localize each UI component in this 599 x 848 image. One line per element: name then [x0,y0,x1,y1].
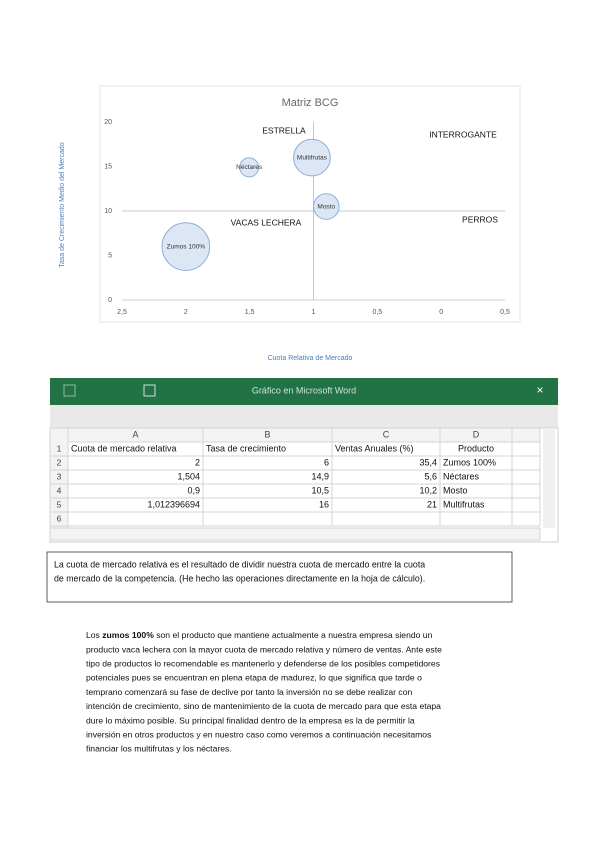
bubble [312,193,340,220]
y-tick-label: 15 [104,163,112,170]
cell: 10,5 [311,485,329,495]
row-number: 5 [57,499,62,509]
close-button[interactable]: × [536,383,543,397]
column-header: B [264,429,270,439]
cell: 21 [427,499,437,509]
y-tick-label: 0 [108,297,112,304]
paragraph-span: Los [86,630,102,640]
paragraph-line: dure lo máximo posible. Su principal fin… [86,715,415,725]
ribbon [50,405,558,428]
y-tick-label: 20 [104,119,112,126]
paragraph-line: financiar los multifrutas y los néctares… [86,744,232,754]
paragraph-line: temprano comenzará su fase de declive po… [86,687,412,697]
cell: Néctares [443,471,480,481]
cell: 2 [195,457,200,467]
paragraph-line: Los zumos 100% son el producto que manti… [86,630,433,640]
paragraph-line: potenciales pues se encuentran en plena … [86,673,422,683]
cell: Ventas Anuales (%) [335,443,414,453]
x-axis-title: Cuota Relativa de Mercado [268,355,353,362]
scrollbar[interactable] [543,428,555,528]
row-number: 3 [57,471,62,481]
bubble [293,138,331,177]
column-header: D [473,429,480,439]
bubble [239,157,260,178]
row-number: 6 [57,513,62,523]
chart-frame [99,85,521,323]
paragraph-line: producto vaca lechera con la mayor cuota… [86,644,442,654]
bubble-label: Multifrutas [297,154,328,161]
bubble-label: Zumos 100% [167,243,206,250]
chart-title: Matriz BCG [282,97,339,109]
sheet [49,427,559,543]
column-header: A [132,429,138,439]
quadrant-label: INTERROGANTE [429,129,497,139]
paragraph-span: son el producto que mantiene actualmente… [154,630,433,640]
window-title: Gráfico en Microsoft Word [252,385,356,395]
cell: 6 [324,457,329,467]
note-box [46,551,513,603]
cell: Zumos 100% [443,457,496,467]
paragraph-line: inversión en otros productos y en nuestr… [86,729,431,739]
note-line: de mercado de la competencia. (He hecho … [54,573,425,583]
quadrant-label: PERROS [462,214,498,224]
x-tick-label: 2 [184,309,188,316]
cell: Multifrutas [443,499,485,509]
note-line: La cuota de mercado relativa es el resul… [54,559,425,569]
column-header-bar [49,427,541,443]
row-number: 1 [57,443,62,453]
cell: Tasa de crecimiento [206,443,286,453]
paragraph-line: tipo de productos lo recomendable es man… [86,658,440,668]
cell: 10,2 [419,485,437,495]
cell: Cuota de mercado relativa [71,443,177,453]
bubble-label: Mosto [317,203,335,210]
quadrant-label: VACAS LECHERA [231,217,302,227]
cell: 5,6 [424,471,437,481]
paragraph-line: intención de crecimiento, sino de manten… [86,701,441,711]
x-tick-label: 0,5 [500,309,510,316]
paragraph-span: zumos 100% [102,630,154,640]
cell: 0,9 [187,485,200,495]
cell: 35,4 [419,457,437,467]
y-tick-label: 10 [104,208,112,215]
cell: Producto [458,443,494,453]
row-number: 4 [57,485,62,495]
y-axis-title: Tasa de Crecimiento Medio del Mercado [59,142,66,267]
row-number: 2 [57,457,62,467]
x-tick-label: 2,5 [117,309,127,316]
quadrant-label: ESTRELLA [262,125,306,135]
cell: 1,504 [177,471,200,481]
title-bar [50,378,558,405]
cell: 1,012396694 [147,499,200,509]
x-tick-label: 1,5 [245,309,255,316]
edit-icon[interactable] [143,384,156,397]
save-icon[interactable] [63,384,76,397]
bubble-label: Néctares [236,164,263,171]
x-tick-label: 0 [439,309,443,316]
cell: Mosto [443,485,468,495]
h-scrollbar[interactable] [49,527,541,541]
cell: 14,9 [311,471,329,481]
y-tick-label: 5 [108,252,112,259]
cell: 16 [319,499,329,509]
x-tick-label: 0,5 [372,309,382,316]
column-header: C [383,429,390,439]
bubble [161,222,211,271]
x-tick-label: 1 [312,309,316,316]
